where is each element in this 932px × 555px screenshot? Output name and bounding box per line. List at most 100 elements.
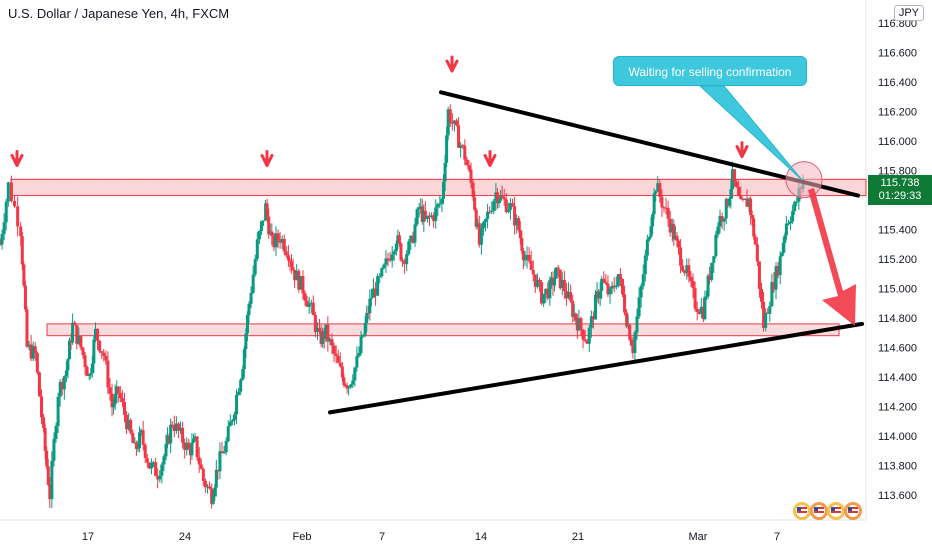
candle-body (69, 340, 73, 343)
candle-body (216, 469, 220, 472)
candle-body (232, 414, 236, 421)
x-tick-label: 24 (179, 531, 191, 543)
candle-body (371, 288, 375, 298)
candle-body (693, 288, 697, 309)
candle-body (4, 201, 8, 223)
candle-body (502, 197, 506, 200)
y-tick-label: 116.400 (878, 77, 917, 89)
candle-body (600, 278, 604, 291)
candle-body (129, 419, 133, 433)
x-tick-label: Feb (293, 531, 312, 543)
candle-body (574, 313, 578, 321)
currency-badge[interactable]: JPY (893, 5, 924, 21)
candle-body (197, 457, 201, 465)
candle-body (553, 278, 557, 286)
y-tick-label: 116.600 (878, 48, 917, 60)
candle-body (747, 198, 751, 207)
candle-body (786, 223, 790, 225)
candle-body (793, 201, 797, 212)
candle-body (755, 244, 759, 262)
candle-body (321, 331, 325, 345)
candle-body (249, 292, 253, 304)
candle-body (351, 380, 355, 385)
candle-body (166, 435, 170, 444)
candle-body (691, 280, 695, 289)
candle-body (23, 285, 27, 310)
flag-badges[interactable] (792, 501, 872, 521)
candle-body (591, 316, 595, 320)
candle-body (643, 255, 647, 275)
candle-body (104, 355, 108, 361)
candle-body (428, 215, 432, 218)
callout-annotation[interactable]: Waiting for selling confirmation (613, 56, 807, 86)
us-flag-badge-icon (844, 502, 862, 520)
candle-body (679, 247, 683, 266)
candle-body (394, 243, 398, 252)
candle-body (445, 135, 449, 163)
candle-body (710, 262, 714, 280)
candle-body (293, 270, 297, 281)
candle-body (228, 421, 232, 427)
candle-body (318, 328, 322, 332)
candle-body (434, 207, 438, 222)
candle-body (438, 203, 442, 205)
candle-body (35, 353, 39, 373)
down-arrow-icon (483, 149, 497, 167)
candle-body (762, 301, 766, 328)
candle-body (752, 218, 756, 237)
candle-body (413, 224, 417, 243)
candle-body (102, 352, 106, 356)
candle-body (417, 207, 421, 210)
candle-body (169, 424, 173, 444)
candle-body (270, 231, 274, 237)
candle-body (313, 315, 317, 332)
candle-body (567, 292, 571, 299)
candle-body (689, 276, 693, 281)
candle-body (369, 297, 373, 299)
candle-body (500, 195, 504, 198)
candle-body (187, 442, 191, 449)
candle-body (685, 265, 689, 274)
candle-body (280, 238, 284, 243)
candle-body (477, 223, 481, 245)
x-tick-label: 7 (774, 531, 780, 543)
candle-body (521, 250, 525, 261)
candle-body (255, 239, 259, 260)
candle-body (112, 404, 116, 408)
candle-body (741, 199, 745, 201)
candle-body (647, 237, 651, 240)
candle-body (386, 258, 390, 260)
candle-body (205, 486, 209, 488)
candle-body (606, 283, 610, 295)
candle-body (722, 218, 726, 222)
support-zone[interactable] (46, 323, 840, 337)
candle-body (326, 324, 330, 342)
candle-body (357, 353, 361, 357)
lower-trendline[interactable] (328, 321, 864, 415)
candle-body (71, 322, 75, 343)
us-flag-badge-icon (827, 502, 845, 520)
candle-body (374, 288, 378, 296)
candle-body (122, 402, 126, 415)
candle-body (164, 443, 168, 457)
candle-body (587, 327, 591, 344)
candle-body (448, 109, 452, 123)
candle-body (727, 198, 731, 206)
candle-body (297, 270, 301, 290)
candle-body (517, 218, 521, 231)
candle-body (675, 235, 679, 241)
candle-body (108, 387, 112, 394)
projection-arrow-icon[interactable] (808, 188, 856, 326)
candle-body (309, 302, 313, 304)
candle-body (430, 215, 434, 218)
candle-body (134, 442, 138, 450)
candle-body (13, 201, 17, 207)
candle-body (43, 427, 47, 451)
candle-body (355, 356, 359, 368)
y-tick-label: 115.800 (878, 166, 917, 178)
candle-body (193, 436, 197, 439)
candle-body (66, 359, 70, 371)
candle-body (664, 207, 668, 209)
